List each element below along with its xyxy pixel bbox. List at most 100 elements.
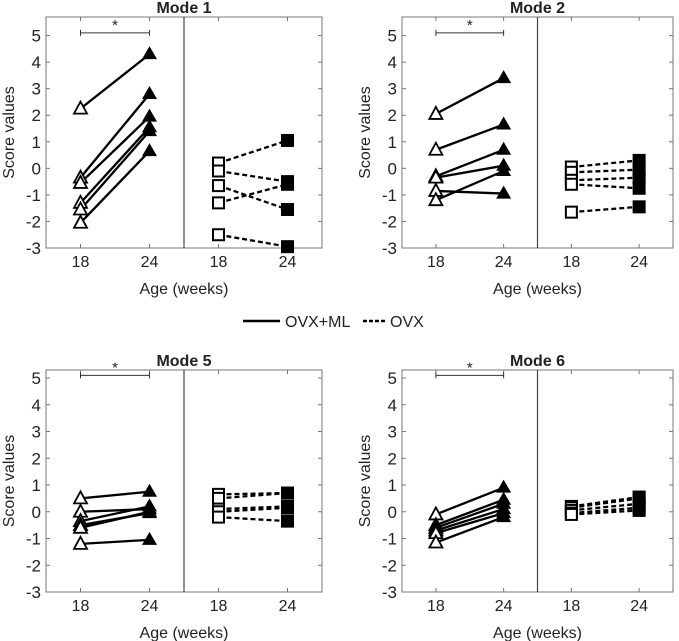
x-axis-label: Age (weeks): [140, 625, 229, 641]
series-line: [571, 506, 640, 515]
series-line: [571, 176, 640, 182]
y-tick-label: -3: [26, 239, 41, 258]
legend-label-ovx-ml: OVX+ML: [285, 314, 350, 331]
y-tick-label: 0: [388, 503, 397, 522]
y-tick-label: -3: [382, 583, 397, 602]
series-line: [435, 486, 505, 516]
series-line: [79, 130, 151, 211]
series-line: [80, 505, 150, 523]
marker-open-square: [564, 205, 578, 219]
series-line: [218, 505, 288, 511]
series-line: [571, 168, 640, 174]
significance-star: *: [112, 359, 118, 376]
y-tick-label: -3: [382, 239, 397, 258]
x-axis-label: Age (weeks): [493, 281, 582, 298]
x-tick-label: 18: [562, 598, 580, 615]
chart-title: Mode 5: [156, 353, 211, 370]
marker-filled-square: [281, 203, 294, 216]
series-line: [79, 93, 151, 179]
chart-title: Mode 6: [510, 353, 565, 370]
x-tick-label: 18: [427, 254, 445, 271]
panel-mode-1: Mode 1 -3 -2 -1 0 1 2 3 4 5 18 24 18 24 Age (weeks) Sco…: [1, 0, 323, 298]
x-tick-label: 18: [210, 254, 228, 271]
x-tick-label: 24: [279, 254, 297, 271]
series-line: [435, 148, 505, 178]
series-line: [218, 233, 288, 248]
series-line: [435, 123, 505, 151]
y-tick-label: 0: [32, 503, 41, 522]
x-tick-label: 18: [72, 254, 90, 271]
series-ovx: [212, 486, 294, 528]
series-ovx: [564, 490, 646, 521]
series-ovx: [564, 153, 646, 219]
x-axis-label: Age (weeks): [493, 625, 582, 641]
significance-star: *: [467, 17, 473, 34]
y-axis-label: Score values: [1, 435, 18, 528]
marker-open-triangle: [72, 213, 89, 229]
y-tick-label: 3: [388, 423, 397, 442]
y-tick-label: -1: [26, 530, 41, 549]
y-tick-label: 4: [32, 53, 41, 72]
y-tick-label: -1: [382, 530, 397, 549]
chart-title: Mode 1: [156, 0, 211, 17]
series-line: [435, 77, 505, 115]
x-tick-label: 24: [495, 598, 513, 615]
marker-open-square: [564, 507, 578, 521]
series-line: [218, 139, 288, 165]
series-line: [435, 169, 505, 202]
marker-filled-triangle: [142, 483, 157, 497]
y-tick-label: 2: [32, 106, 41, 125]
x-tick-label: 24: [630, 254, 648, 271]
x-tick-label: 18: [72, 598, 90, 615]
series-line: [218, 506, 288, 513]
y-tick-label: 2: [388, 449, 397, 468]
marker-open-square: [212, 510, 225, 524]
y-axis-label: Score values: [357, 86, 374, 179]
y-tick-label: -1: [382, 186, 397, 205]
x-tick-label: 18: [210, 598, 228, 615]
y-tick-label: 1: [388, 133, 397, 152]
y-tick-label: -3: [26, 583, 41, 602]
marker-filled-square: [632, 503, 646, 517]
marker-open-square: [212, 491, 225, 505]
series-ovx-ml: [427, 70, 512, 207]
series-line: [435, 511, 504, 535]
series-ovx: [212, 133, 294, 254]
series-line: [571, 509, 640, 516]
series-line: [435, 498, 505, 527]
marker-open-triangle: [427, 533, 444, 549]
series-line: [435, 502, 505, 529]
marker-filled-triangle: [142, 108, 157, 122]
series-line: [571, 495, 640, 508]
marker-open-square: [212, 228, 225, 242]
series-line: [571, 159, 640, 169]
x-axis-label: Age (weeks): [140, 281, 229, 298]
marker-filled-triangle: [496, 479, 512, 493]
marker-open-triangle: [427, 105, 444, 120]
marker-filled-square: [632, 171, 646, 185]
marker-filled-triangle: [496, 70, 512, 84]
marker-filled-square: [281, 133, 294, 147]
legend-label-ovx: OVX: [390, 314, 424, 331]
y-tick-label: 3: [32, 423, 41, 442]
y-tick-label: 2: [32, 449, 41, 468]
marker-filled-square: [281, 486, 294, 500]
marker-open-triangle: [72, 174, 89, 189]
y-tick-label: -2: [26, 556, 41, 575]
x-tick-label: 18: [562, 254, 580, 271]
series-line: [435, 164, 504, 179]
x-tick-label: 18: [427, 598, 445, 615]
y-tick-label: 3: [388, 80, 397, 99]
series-line: [218, 169, 288, 183]
series-line: [571, 497, 640, 509]
y-tick-label: 4: [32, 396, 41, 415]
marker-open-triangle: [427, 191, 444, 207]
series-ovx-ml: [72, 46, 157, 229]
marker-filled-triangle: [496, 185, 512, 199]
marker-filled-square: [281, 177, 294, 191]
y-tick-label: 1: [32, 133, 41, 152]
significance-star: *: [112, 17, 118, 34]
marker-filled-square: [632, 181, 646, 195]
